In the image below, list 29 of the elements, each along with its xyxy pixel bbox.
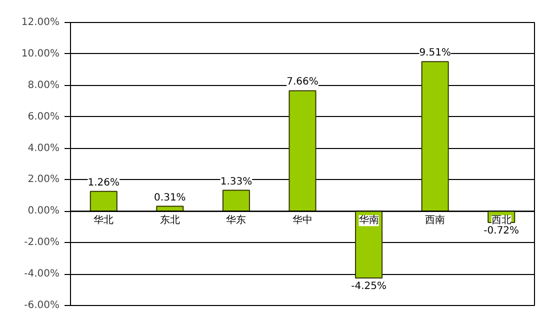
x-tick-label: 华南 (358, 214, 379, 226)
x-tick-label: 东北 (160, 214, 180, 226)
y-tick-label: 2.00% (28, 174, 60, 186)
data-label: 1.33% (220, 176, 252, 188)
data-label: 9.51% (419, 48, 451, 59)
y-tick-label: 4.00% (28, 142, 60, 154)
data-label: 1.26% (88, 177, 120, 188)
x-tick-label: 华东 (226, 214, 246, 226)
y-tick-label: 8.00% (28, 80, 60, 91)
y-tick-label: 10.00% (21, 48, 60, 60)
data-label: -4.25% (351, 280, 386, 292)
x-tick-label: 华中 (292, 214, 312, 226)
bar (288, 90, 316, 212)
y-tick-label: 0.00% (28, 206, 60, 217)
bar (222, 190, 250, 212)
data-label: 0.31% (154, 192, 186, 204)
bar (90, 190, 118, 212)
bar (421, 61, 449, 212)
x-tick-label: 华北 (94, 214, 114, 226)
x-tick-label: 西北 (491, 214, 512, 226)
data-label: -0.72% (484, 225, 520, 236)
y-tick-label: 12.00% (21, 17, 60, 28)
x-tick-label: 西南 (425, 214, 446, 226)
y-tick-label: 6.00% (28, 111, 60, 122)
data-label: 7.66% (286, 76, 318, 88)
bar (355, 210, 383, 278)
y-tick-label: -2.00% (24, 237, 60, 248)
y-tick-label: -6.00% (24, 300, 60, 311)
y-tick-label: -4.00% (24, 268, 60, 280)
